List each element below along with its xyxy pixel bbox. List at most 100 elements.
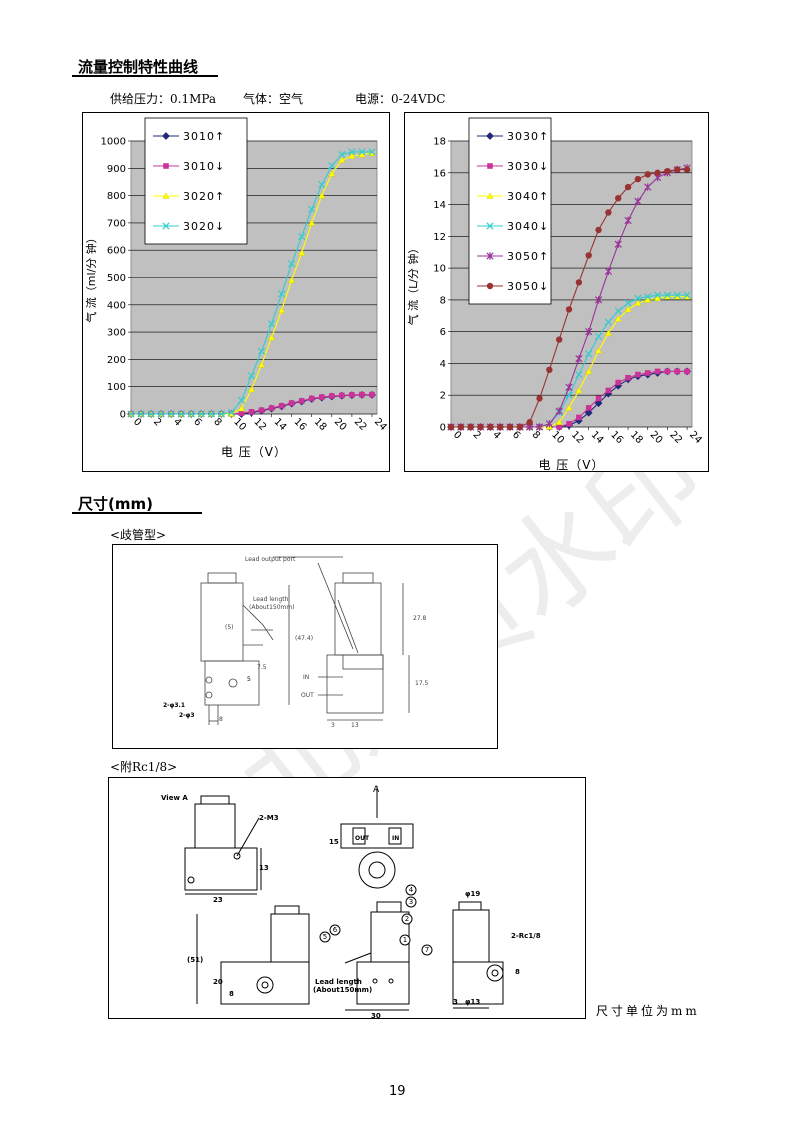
data-point-3-18 (624, 299, 632, 307)
data-point-3-21 (338, 151, 346, 159)
callout-4: 4 (409, 886, 414, 894)
legend-label: 3030↓ (507, 160, 549, 173)
x-tick-label: 4 (490, 429, 502, 441)
data-point-2-17 (298, 249, 306, 256)
data-point-5-0 (447, 423, 455, 431)
data-point-4-15 (594, 296, 603, 304)
x-tick-label: 20 (648, 429, 665, 446)
lead-length-text: Lead length (253, 596, 289, 603)
legend-marker (163, 163, 169, 169)
dim-3-right: 3 (453, 998, 458, 1006)
dim-5-paren: (5) (225, 624, 234, 631)
manifold-type-label: <歧管型> (110, 528, 167, 542)
dim-8: 8 (219, 716, 223, 723)
data-point-3-13 (575, 370, 583, 379)
data-point-1-17 (615, 379, 622, 386)
x-tick-label: 10 (231, 416, 248, 433)
in-label-top: IN (392, 835, 399, 842)
data-point-5-10 (546, 366, 553, 373)
data-point-2-11 (237, 405, 245, 412)
x-tick-label: 0 (131, 416, 143, 428)
data-point-5-2 (467, 423, 474, 431)
legend-marker (162, 222, 170, 230)
legend-label: 3020↓ (183, 220, 225, 233)
legend-label: 3010↓ (183, 160, 225, 173)
legend-box (144, 117, 248, 245)
x-tick-label: 24 (372, 416, 389, 433)
data-point-3-6 (187, 410, 195, 418)
x-axis-label: 电 压（V） (221, 445, 287, 459)
data-point-2-19 (318, 192, 326, 199)
x-tick-label: 20 (332, 416, 349, 433)
legend-marker (486, 222, 494, 230)
unit-note: 尺寸单位为mm (596, 1004, 700, 1018)
chart-right-frame: 0 2 4 6 8 10 12 14 16 18 0 2 4 6 8 10 12 14 16 18 20 22 24 电 压（… (404, 112, 709, 472)
data-point-3-0 (127, 410, 135, 418)
data-point-2-18 (308, 219, 316, 226)
data-point-3-24 (683, 291, 691, 299)
data-point-2-17 (614, 315, 622, 322)
data-point-5-9 (536, 395, 543, 402)
data-point-2-14 (268, 334, 276, 341)
x-tick-label: 2 (471, 429, 483, 441)
data-point-1-15 (595, 395, 602, 402)
dim-13-view-a: 13 (259, 864, 269, 872)
data-point-5-13 (575, 279, 583, 286)
data-point-0-14 (584, 408, 593, 417)
dim-20: 20 (213, 978, 223, 986)
x-tick-label: 8 (211, 416, 223, 428)
data-point-3-3 (157, 410, 165, 418)
data-point-3-14 (585, 350, 593, 358)
legend-box (468, 117, 552, 305)
data-point-4-14 (585, 327, 593, 336)
data-point-4-19 (634, 197, 642, 206)
y-tick-label: 16 (433, 168, 446, 179)
data-point-1-22 (664, 368, 671, 375)
phi-3-1-label: 2-φ3.1 (163, 702, 185, 709)
data-point-1-14 (585, 405, 592, 411)
x-tick-label: 24 (687, 429, 704, 446)
data-point-1-22 (349, 392, 355, 398)
phi-3-label: 2-φ3 (179, 712, 195, 719)
heading-underline (72, 75, 218, 77)
data-point-5-16 (605, 209, 612, 216)
data-point-3-14 (267, 320, 276, 328)
y-tick-label: 600 (107, 246, 126, 257)
supply-pressure: 供给压力：0.1MPa (110, 92, 217, 106)
data-point-4-12 (565, 383, 573, 391)
data-point-5-23 (674, 166, 681, 173)
data-point-5-7 (516, 423, 524, 431)
data-point-1-11 (556, 424, 563, 430)
data-point-3-17 (614, 307, 622, 315)
dim-23: 23 (213, 896, 223, 904)
callout-5: 5 (323, 933, 327, 941)
data-point-3-8 (207, 410, 215, 418)
callout-1: 1 (403, 936, 407, 944)
y-tick-label: 10 (433, 264, 446, 275)
data-point-5-14 (585, 252, 592, 259)
y-axis-label: 气 流（L/分 钟） (406, 243, 420, 326)
data-point-3-7 (197, 410, 205, 418)
data-point-5-21 (654, 169, 661, 176)
data-point-2-16 (604, 329, 612, 336)
data-point-1-13 (576, 414, 582, 421)
dim-8-left: 8 (229, 990, 234, 998)
data-point-3-5 (177, 410, 185, 418)
out-label-top: OUT (355, 835, 370, 842)
legend-label: 3040↑ (507, 190, 549, 203)
legend-label: 3010↑ (183, 130, 225, 143)
data-point-2-16 (288, 276, 296, 283)
y-tick-label: 1000 (101, 137, 126, 148)
data-point-1-20 (329, 393, 335, 399)
data-point-5-8 (526, 419, 533, 426)
data-point-2-11 (555, 418, 563, 425)
x-tick-label: 10 (549, 429, 566, 446)
data-point-2-15 (278, 306, 286, 313)
x-tick-label: 16 (292, 416, 309, 433)
y-tick-label: 800 (107, 191, 126, 202)
x-tick-label: 16 (608, 429, 625, 446)
data-point-5-3 (477, 423, 484, 431)
x-tick-label: 8 (530, 429, 542, 441)
data-point-3-11 (237, 396, 246, 404)
